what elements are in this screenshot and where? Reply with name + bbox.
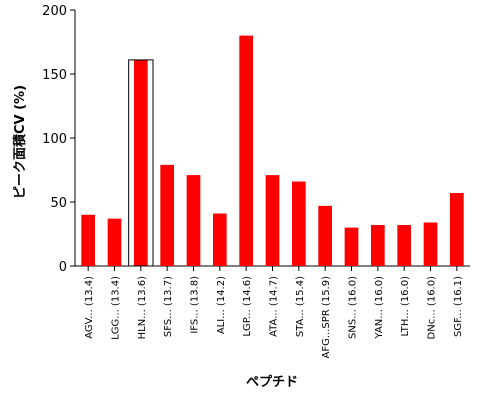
x-tick-label: AFG...SPR (15.9): [321, 276, 332, 359]
x-tick-label: STA... (15.4): [295, 276, 306, 337]
bar: [133, 59, 148, 266]
x-tick-label: ATA... (14.7): [269, 276, 280, 337]
y-tick-label: 50: [50, 196, 67, 211]
x-tick-label: LGP... (14.6): [242, 276, 253, 337]
x-tick-label: IFS... (13.8): [190, 276, 201, 334]
bar: [370, 225, 385, 266]
x-tick-label: LTH... (16.0): [400, 276, 411, 337]
x-tick-label: ALI... (14.2): [216, 276, 227, 334]
bar: [423, 222, 438, 266]
y-ticks: 0 50 100 150 200: [42, 4, 75, 275]
bar: [344, 227, 359, 266]
x-tick-label: LGG... (13.4): [111, 276, 122, 340]
x-axis-title: ペプチド: [246, 375, 298, 390]
y-tick-label: 100: [42, 132, 67, 147]
bar: [212, 213, 227, 266]
bar: [160, 164, 175, 266]
bar: [265, 175, 280, 266]
x-tick-label: YAN... (16.0): [374, 276, 385, 340]
x-tick-label: SFS... (13.7): [163, 276, 174, 337]
y-tick-label: 150: [42, 68, 67, 83]
bars: [81, 35, 464, 267]
x-tick-label: SGF... (16.1): [453, 276, 464, 337]
x-ticks: AGV... (13.4) LGG... (13.4) HLN... (13.6) S…: [84, 266, 464, 358]
x-tick-label: HLN... (13.6): [137, 276, 148, 339]
bar: [107, 218, 122, 266]
bar: [186, 175, 201, 266]
x-tick-label: AGV... (13.4): [84, 276, 95, 339]
x-tick-label: DNc... (16.0): [427, 276, 438, 340]
bar: [239, 35, 254, 266]
bar: [291, 181, 306, 266]
bar: [81, 214, 96, 266]
y-tick-label: 200: [42, 4, 67, 19]
y-tick-label: 0: [59, 260, 67, 275]
x-tick-label: SNS... (16.0): [348, 276, 359, 339]
y-axis-title: ピーク面積CV (%): [12, 85, 28, 199]
bar: [318, 205, 333, 266]
bar: [449, 193, 464, 266]
bar: [397, 225, 412, 266]
